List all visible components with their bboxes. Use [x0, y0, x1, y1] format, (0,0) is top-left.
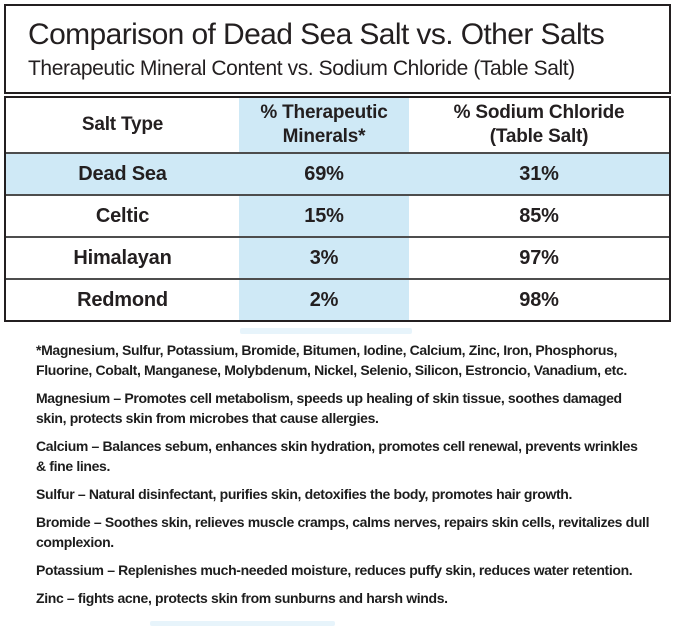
salt-name: Redmond — [77, 288, 168, 311]
sodium-value: 31% — [519, 162, 559, 185]
column-header-therapeutic-minerals: % Therapeutic Minerals* — [260, 102, 388, 147]
footnotes-section: *Magnesium, Sulfur, Potassium, Bromide, … — [36, 340, 650, 616]
sodium-value: 85% — [519, 204, 559, 227]
footnote-zinc: Zinc – fights acne, protects skin from s… — [36, 590, 448, 606]
table-row-dead-sea: Dead Sea 69% 31% — [6, 152, 669, 194]
footnote-magnesium: Magnesium – Promotes cell metabolism, sp… — [36, 390, 622, 426]
table-row-redmond: Redmond 2% 98% — [6, 278, 669, 320]
column-header-salt-type: Salt Type — [81, 114, 164, 135]
footnote-calcium: Calcium – Balances sebum, enhances skin … — [36, 438, 638, 474]
column-header-sodium-chloride: % Sodium Chloride (Table Salt) — [453, 102, 625, 147]
print-artifact-smudge — [240, 328, 412, 334]
footnote-bromide: Bromide – Soothes skin, relieves muscle … — [36, 514, 650, 550]
page-subtitle: Therapeutic Mineral Content vs. Sodium C… — [28, 57, 575, 80]
footnote-potassium: Potassium – Replenishes much-needed mois… — [36, 562, 633, 578]
salt-name: Celtic — [95, 204, 150, 227]
therapeutic-value: 3% — [309, 246, 339, 269]
salt-name: Dead Sea — [78, 162, 167, 185]
therapeutic-value: 69% — [304, 162, 344, 185]
footnote-minerals-list: *Magnesium, Sulfur, Potassium, Bromide, … — [36, 342, 627, 378]
print-artifact-smudge — [150, 621, 335, 626]
table-row-celtic: Celtic 15% 85% — [6, 194, 669, 236]
sodium-value: 98% — [519, 288, 559, 311]
footnote-sulfur: Sulfur – Natural disinfectant, purifies … — [36, 486, 573, 502]
table-header-row: Salt Type % Therapeutic Minerals* % Sodi… — [6, 98, 669, 152]
therapeutic-column-highlight — [239, 98, 409, 320]
therapeutic-value: 15% — [304, 204, 344, 227]
salt-name: Himalayan — [73, 246, 172, 269]
therapeutic-value: 2% — [309, 288, 339, 311]
comparison-table: Salt Type % Therapeutic Minerals* % Sodi… — [4, 96, 671, 322]
sodium-value: 97% — [519, 246, 559, 269]
page-title: Comparison of Dead Sea Salt vs. Other Sa… — [28, 18, 605, 51]
title-box: Comparison of Dead Sea Salt vs. Other Sa… — [4, 4, 671, 94]
table-row-himalayan: Himalayan 3% 97% — [6, 236, 669, 278]
